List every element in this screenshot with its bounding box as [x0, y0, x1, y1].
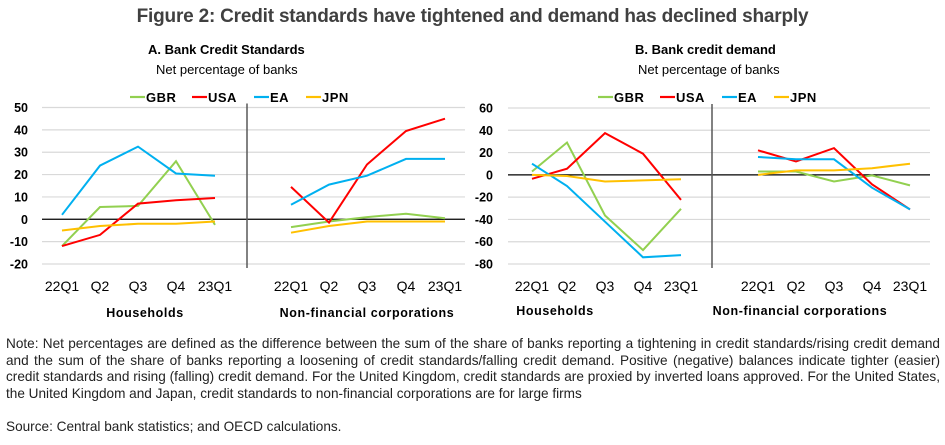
x-tick-label: Q2 — [320, 278, 339, 294]
y-tick-label: -20 — [475, 191, 493, 205]
panel-b-title: B. Bank credit demand — [635, 42, 776, 57]
y-tick-label: -10 — [10, 235, 28, 249]
group-label: Non-financial corporations — [280, 306, 455, 320]
figure-source: Source: Central bank statistics; and OEC… — [6, 419, 342, 434]
x-tick-label: Q3 — [129, 278, 148, 294]
legend-label-jpn: JPN — [790, 90, 817, 105]
figure-note: Note: Net percentages are defined as the… — [6, 336, 940, 401]
series-line-gbr — [290, 212, 446, 229]
y-tick-label: 30 — [14, 146, 28, 160]
y-tick-label: 40 — [479, 124, 493, 138]
y-tick-label: -40 — [475, 213, 493, 227]
x-tick-label: Q3 — [596, 278, 615, 294]
series-line-jpn — [290, 220, 445, 234]
legend-label-ea: EA — [738, 90, 757, 105]
series-line-usa — [290, 117, 446, 225]
chart-panel-b: 60 40 20 0 -20 -40 -60 -80 GBR USA EA JPN 22Q1 Q2 Q3 Q4… — [475, 90, 930, 318]
x-tick-label: Q3 — [825, 278, 844, 294]
x-tick-label: 22Q1 — [515, 278, 549, 294]
series-line-jpn — [757, 162, 911, 176]
y-tick-label: 20 — [14, 168, 28, 182]
legend-label-usa: USA — [208, 90, 237, 105]
legend-label-gbr: GBR — [146, 90, 177, 105]
x-tick-label: 22Q1 — [45, 278, 79, 294]
x-tick-label: 23Q1 — [893, 278, 927, 294]
chart-panel-a: 50 40 30 20 10 0 -10 -20 GBR USA EA JPN 22Q1 Q2 Q3 Q4 23… — [10, 90, 465, 320]
legend-label-jpn: JPN — [322, 90, 349, 105]
series-line-gbr — [758, 170, 911, 187]
y-tick-label: -80 — [475, 258, 493, 272]
y-tick-label: 60 — [479, 102, 493, 116]
y-tick-label: 50 — [14, 101, 28, 115]
x-tick-label: 23Q1 — [428, 278, 462, 294]
x-tick-label: 23Q1 — [664, 278, 698, 294]
y-tick-label: -20 — [10, 258, 28, 272]
x-tick-label: Q4 — [863, 278, 882, 294]
x-tick-label: Q2 — [787, 278, 806, 294]
legend-label-gbr: GBR — [614, 90, 645, 105]
x-tick-label: Q2 — [91, 278, 110, 294]
group-label: Households — [516, 304, 594, 318]
y-tick-label: 10 — [14, 190, 28, 204]
group-label: Households — [106, 306, 184, 320]
y-tick-label: 0 — [486, 168, 493, 182]
series-line-jpn — [531, 173, 682, 183]
y-tick-label: 20 — [479, 146, 493, 160]
figure-title: Figure 2: Credit standards have tightene… — [136, 6, 809, 27]
series-line-usa — [531, 131, 682, 201]
x-tick-label: 22Q1 — [274, 278, 308, 294]
x-tick-label: Q3 — [358, 278, 377, 294]
legend-label-ea: EA — [270, 90, 289, 105]
x-tick-label: Q4 — [167, 278, 186, 294]
series-line-gbr — [61, 159, 216, 247]
series-line-ea — [61, 145, 216, 216]
x-tick-label: Q4 — [634, 278, 653, 294]
series-line-usa — [61, 197, 216, 248]
series-line-ea — [531, 162, 682, 259]
y-tick-label: 0 — [21, 213, 28, 227]
x-tick-label: 22Q1 — [741, 278, 775, 294]
panel-a-subtitle: Net percentage of banks — [156, 62, 298, 77]
series-line-ea — [290, 157, 445, 206]
panel-a-title: A. Bank Credit Standards — [148, 42, 305, 57]
series-line-ea — [757, 156, 911, 211]
series-line-gbr — [531, 140, 682, 252]
group-label: Non-financial corporations — [713, 304, 888, 318]
legend-label-usa: USA — [676, 90, 705, 105]
y-tick-label: -60 — [475, 235, 493, 249]
y-tick-label: 40 — [14, 123, 28, 137]
x-tick-label: Q4 — [397, 278, 416, 294]
series-line-jpn — [61, 220, 216, 232]
x-tick-label: 23Q1 — [198, 278, 232, 294]
x-tick-label: Q2 — [558, 278, 577, 294]
panel-b-subtitle: Net percentage of banks — [638, 62, 780, 77]
